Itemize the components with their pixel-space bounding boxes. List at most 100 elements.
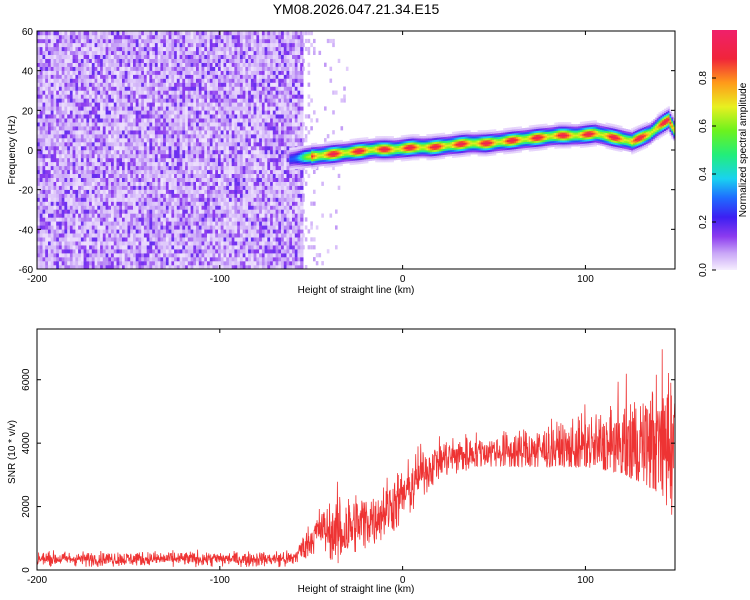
noise-cell	[138, 245, 142, 250]
noise-cell	[61, 122, 65, 127]
noise-cell	[176, 42, 181, 48]
noise-cell	[75, 261, 79, 266]
noise-cell	[165, 225, 170, 230]
noise-cell	[256, 70, 260, 75]
noise-cell	[138, 161, 142, 167]
noise-cell	[83, 241, 87, 246]
noise-cell	[89, 209, 93, 214]
noise-cell	[204, 217, 208, 222]
noise-cell	[250, 249, 255, 254]
noise-cell	[127, 181, 131, 186]
noise-cell	[91, 66, 96, 71]
noise-cell	[146, 98, 150, 103]
noise-cell	[237, 138, 241, 143]
noise-cell	[48, 46, 52, 52]
noise-cell	[94, 169, 98, 174]
noise-cell	[237, 173, 241, 178]
noise-cell	[130, 205, 134, 210]
noise-cell	[116, 189, 120, 194]
noise-cell	[218, 221, 222, 226]
noise-cell	[242, 94, 246, 99]
noise-cell	[215, 126, 219, 131]
noise-cell	[58, 98, 63, 103]
noise-cell	[220, 126, 224, 131]
noise-cell	[237, 157, 241, 163]
noise-cell	[239, 213, 244, 218]
noise-cell	[218, 233, 222, 238]
noise-cell	[176, 245, 181, 250]
noise-cell	[250, 142, 255, 147]
noise-cell	[80, 62, 85, 67]
noise-cell	[196, 261, 200, 266]
noise-cell	[91, 217, 96, 222]
noise-cell	[67, 90, 71, 95]
noise-cell	[138, 154, 142, 159]
noise-cell	[37, 122, 41, 127]
noise-cell	[56, 110, 60, 115]
noise-cell	[61, 146, 65, 151]
noise-cell	[198, 173, 203, 178]
noise-cell	[83, 261, 87, 266]
noise-cell	[245, 70, 249, 75]
noise-cell	[179, 154, 183, 159]
noise-cell	[80, 245, 85, 250]
noise-cell	[253, 146, 257, 151]
noise-cell	[67, 165, 71, 171]
noise-cell	[133, 217, 137, 222]
noise-cell	[196, 237, 200, 242]
noise-cell	[80, 46, 85, 52]
noise-cell	[119, 106, 123, 111]
noise-cell	[228, 157, 233, 163]
noise-cell	[218, 94, 222, 99]
noise-cell	[237, 122, 241, 127]
noise-cell	[245, 146, 249, 151]
noise-cell	[108, 110, 112, 115]
noise-cell	[193, 225, 197, 230]
noise-cell	[42, 161, 46, 167]
noise-cell	[261, 169, 266, 174]
noise-cell	[234, 138, 238, 143]
noise-cell	[196, 253, 200, 258]
noise-cell	[127, 42, 131, 48]
noise-cell	[226, 90, 230, 95]
noise-cell	[242, 122, 246, 127]
noise-cell	[242, 173, 246, 178]
noise-cell	[67, 265, 71, 269]
noise-cell	[45, 173, 49, 178]
noise-cell	[237, 161, 241, 167]
noise-cell	[231, 257, 235, 262]
noise-cell	[261, 130, 266, 135]
noise-cell	[39, 197, 43, 202]
noise-cell	[83, 66, 87, 71]
noise-cell	[130, 150, 134, 155]
noise-cell	[154, 31, 159, 36]
noise-cell	[37, 78, 41, 83]
noise-cell	[248, 110, 252, 115]
noise-cell	[182, 126, 186, 131]
noise-cell	[149, 138, 153, 143]
noise-cell	[179, 94, 183, 99]
noise-cell	[176, 31, 181, 36]
noise-cell	[105, 106, 109, 111]
noise-cell	[100, 197, 104, 202]
noise-cell	[42, 66, 46, 71]
noise-cell	[261, 54, 266, 59]
noise-cell	[146, 201, 150, 206]
noise-cell	[100, 221, 104, 226]
noise-cell	[190, 118, 194, 123]
noise-cell	[94, 213, 98, 218]
noise-cell	[91, 229, 96, 234]
noise-cell	[264, 265, 268, 269]
noise-cell	[97, 165, 101, 171]
noise-cell	[83, 237, 87, 242]
noise-cell	[163, 110, 167, 115]
noise-cell	[204, 94, 208, 99]
noise-cell	[248, 90, 252, 95]
noise-cell	[50, 221, 54, 226]
noise-cell	[198, 35, 203, 40]
noise-cell	[94, 62, 98, 67]
noise-cell	[171, 169, 175, 174]
noise-cell	[102, 193, 107, 198]
noise-cell	[157, 70, 161, 75]
noise-cell	[39, 233, 43, 238]
